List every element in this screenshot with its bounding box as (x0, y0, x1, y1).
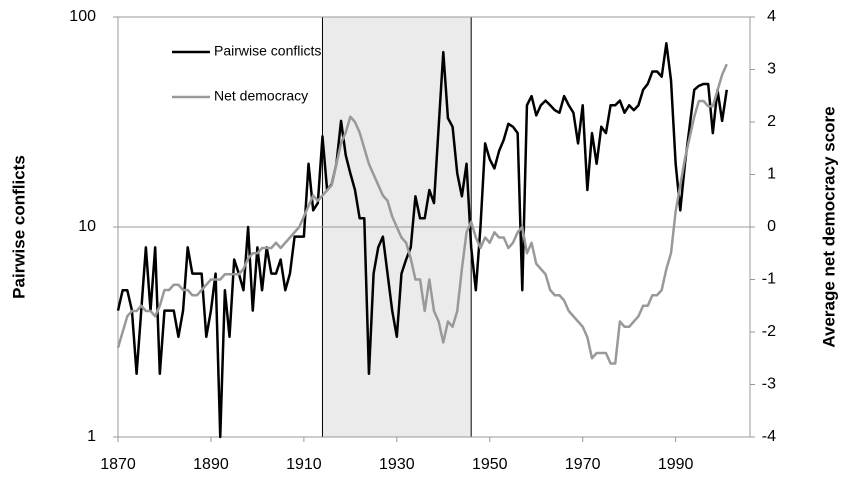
x-tick-label: 1910 (286, 456, 322, 473)
y2-tick-label: -1 (762, 271, 776, 288)
x-tick-label: 1870 (100, 456, 136, 473)
y-tick-label: 100 (69, 8, 96, 25)
series-line (116, 63, 728, 365)
x-tick-label: 1990 (658, 456, 694, 473)
y2-tick-label: 4 (767, 8, 776, 25)
legend-label: Net democracy (214, 88, 308, 104)
legend-label: Pairwise conflicts (214, 43, 321, 59)
x-tick-label: 1970 (565, 456, 601, 473)
x-tick-label: 1930 (379, 456, 415, 473)
y2-tick-label: -3 (762, 376, 776, 393)
x-tick-label: 1890 (193, 456, 229, 473)
y2-tick-label: -4 (762, 428, 776, 445)
y2-tick-label: 3 (767, 61, 776, 78)
y-tick-label: 10 (78, 218, 96, 235)
y2-tick-label: 0 (767, 218, 776, 235)
y2-tick-label: -2 (762, 323, 776, 340)
y-tick-label: 1 (87, 428, 96, 445)
x-tick-label: 1950 (472, 456, 508, 473)
y2-tick-label: 2 (767, 113, 776, 130)
y-axis-title: Pairwise conflicts (9, 155, 28, 299)
series-line (116, 41, 728, 439)
y2-axis-title: Average net democracy score (819, 106, 838, 347)
y2-tick-label: 1 (767, 166, 776, 183)
